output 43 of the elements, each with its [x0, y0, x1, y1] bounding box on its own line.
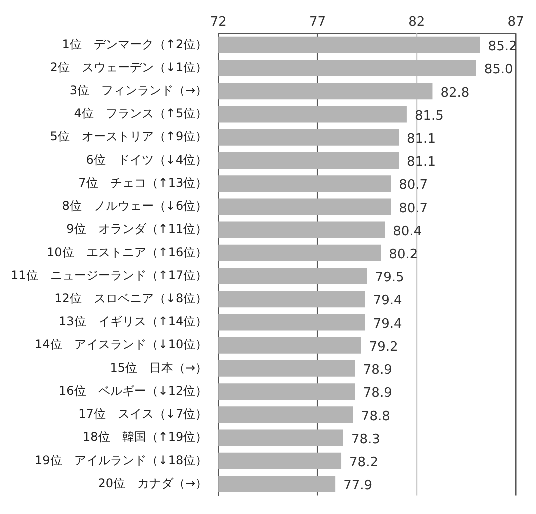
data-label: 80.7 — [399, 178, 428, 194]
data-label: 85.0 — [484, 62, 514, 78]
data-label: 78.9 — [363, 386, 392, 402]
y-tick-label: 17位 スイス（↓7位） — [78, 407, 208, 422]
y-tick-label: 12位 スロベニア（↓8位） — [54, 291, 208, 306]
data-label: 79.4 — [373, 316, 402, 332]
y-tick-label: 13位 イギリス（↑14位） — [59, 314, 208, 329]
y-tick-label: 6位 ドイツ（↓4位） — [86, 152, 208, 167]
data-label: 80.7 — [399, 201, 428, 216]
data-label: 78.9 — [363, 363, 392, 378]
data-label: 80.4 — [393, 224, 422, 240]
y-tick-label: 15位 日本（→） — [110, 360, 208, 375]
data-label: 82.8 — [440, 86, 470, 101]
data-label: 81.1 — [407, 132, 436, 147]
data-label: 81.5 — [414, 108, 444, 124]
data-label: 79.4 — [373, 294, 402, 309]
y-tick-label: 3位 フィンランド（→） — [70, 84, 208, 98]
data-label: 77.9 — [344, 478, 373, 494]
y-tick-label: 5位 オーストリア（↑9位） — [50, 130, 208, 144]
y-tick-label: 16位 ベルギー（↓12位） — [59, 384, 208, 398]
x-tick-label: 87 — [508, 15, 524, 30]
y-tick-label: 10位 エストニア（↑16位） — [47, 245, 208, 260]
data-label: 81.1 — [407, 155, 436, 170]
data-label: 80.2 — [389, 248, 418, 263]
x-tick-label: 82 — [408, 15, 426, 30]
x-tick-label: 77 — [309, 15, 326, 30]
y-tick-label: 11位 ニュージーランド（↑17位） — [11, 268, 208, 282]
data-label: 78.8 — [361, 409, 390, 424]
y-tick-label: 14位 アイスランド（↓10位） — [35, 338, 208, 352]
y-tick-label: 1位 デンマーク（↑2位） — [62, 37, 208, 52]
data-label: 78.2 — [350, 456, 378, 471]
y-tick-label: 20位 カナダ（→） — [98, 476, 208, 490]
y-tick-label: 19位 アイルランド（↓18位） — [35, 453, 208, 468]
y-tick-label: 7位 チェコ（↑13位） — [78, 176, 208, 190]
y-tick-label: 18位 韓国（↑19位） — [83, 430, 208, 444]
data-label: 78.3 — [352, 432, 380, 448]
data-label: 79.5 — [375, 270, 404, 286]
y-tick-label: 8位 ノルウェー（↓6位） — [62, 199, 208, 214]
data-label: 79.2 — [369, 340, 398, 355]
y-tick-label: 9位 オランダ（↑11位） — [66, 222, 208, 236]
y-tick-label: 4位 フランス（↑5位） — [74, 106, 208, 121]
y-tick-label: 2位 スウェーデン（↓1位） — [50, 60, 208, 74]
x-tick-label: 72 — [210, 15, 227, 30]
